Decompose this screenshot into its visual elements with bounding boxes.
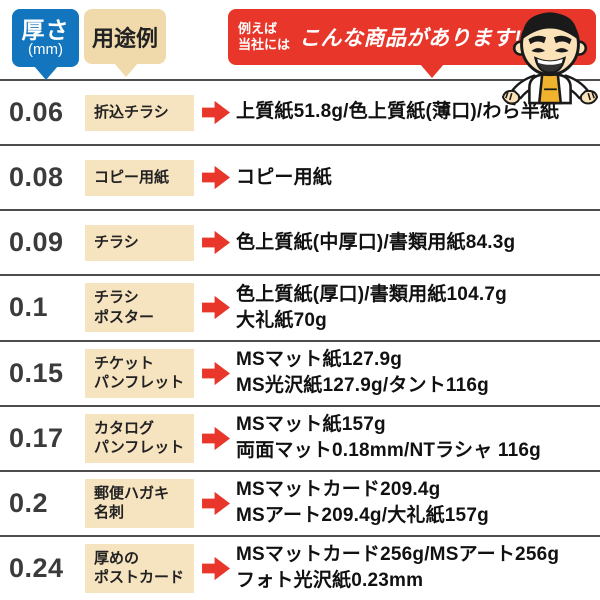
usage-label: チラシ ポスター	[85, 283, 194, 333]
right-arrow-icon	[202, 100, 230, 125]
product-list: コピー用紙	[236, 166, 333, 188]
thickness-value: 0.17	[9, 422, 64, 453]
thickness-value: 0.08	[9, 162, 64, 193]
product-list: 色上質紙(厚口)/書類用紙104.7g 大礼紙70g	[236, 283, 507, 331]
thickness-value: 0.15	[9, 357, 64, 388]
thickness-header-bubble: 厚さ (mm)	[12, 9, 79, 80]
right-arrow-icon	[202, 166, 230, 190]
product-list: MSマット紙157g 両面マット0.18mm/NTラシャ 116g	[236, 413, 541, 462]
shopkeeper-mascot-icon	[501, 12, 599, 105]
product-list: 色上質紙(中厚口)/書類用紙84.3g	[236, 231, 516, 253]
thickness-header-title: 厚さ	[21, 17, 70, 44]
usage-header-label: 用途例	[91, 25, 158, 51]
table-row: 0.24 厚めの ポストカード MSマットカード256g/MSアート256g フ…	[0, 534, 600, 600]
table-row: 0.06 折込チラシ 上質紙51.8g/色上質紙(薄口)/わら半紙	[0, 81, 600, 144]
thickness-value: 0.2	[9, 487, 49, 518]
right-arrow-icon	[202, 426, 230, 450]
product-list: MSマットカード256g/MSアート256g フォト光沢紙0.23mm	[236, 544, 560, 592]
thickness-table: 0.06 折込チラシ 上質紙51.8g/色上質紙(薄口)/わら半紙 0.08 コ…	[0, 81, 600, 600]
usage-label: 郵便ハガキ 名刺	[85, 478, 194, 528]
usage-label: 折込チラシ	[85, 94, 194, 131]
thickness-header-unit: (mm)	[28, 41, 63, 59]
usage-label: カタログ パンフレット	[85, 413, 194, 463]
thickness-value: 0.24	[9, 552, 64, 583]
product-list: 上質紙51.8g/色上質紙(薄口)/わら半紙	[236, 101, 560, 123]
table-row: 0.17 カタログ パンフレット MSマット紙157g 両面マット0.18mm/…	[0, 404, 600, 470]
usage-label: 厚めの ポストカード	[85, 543, 194, 593]
table-row: 0.08 コピー用紙 コピー用紙	[0, 144, 600, 209]
thickness-value: 0.09	[9, 227, 64, 258]
promo-prefix-text: 例えば 当社には	[238, 21, 291, 52]
thickness-value: 0.06	[9, 97, 64, 128]
table-row: 0.15 チケット パンフレット MSマット紙127.9g MS光沢紙127.9…	[0, 339, 600, 405]
right-arrow-icon	[202, 556, 230, 581]
right-arrow-icon	[202, 231, 230, 255]
usage-label: チケット パンフレット	[85, 348, 194, 398]
promo-main-text: こんな商品があります!	[299, 27, 522, 50]
usage-label: コピー用紙	[85, 159, 194, 196]
table-row: 0.1 チラシ ポスター 色上質紙(厚口)/書類用紙104.7g 大礼紙70g	[0, 274, 600, 339]
right-arrow-icon	[202, 361, 230, 385]
thickness-value: 0.1	[9, 292, 49, 323]
right-arrow-icon	[202, 296, 230, 320]
right-arrow-icon	[202, 491, 230, 515]
usage-header-bubble: 用途例	[84, 9, 166, 77]
product-list: MSマット紙127.9g MS光沢紙127.9g/タント116g	[236, 348, 489, 397]
usage-label: チラシ	[85, 224, 194, 261]
table-row: 0.09 チラシ 色上質紙(中厚口)/書類用紙84.3g	[0, 209, 600, 274]
product-list: MSマットカード209.4g MSアート209.4g/大礼紙157g	[236, 479, 489, 527]
table-row: 0.2 郵便ハガキ 名刺 MSマットカード209.4g MSアート209.4g/…	[0, 469, 600, 535]
table-header: 厚さ (mm) 用途例 例えば 当社には こんな商品があります!	[0, 0, 600, 105]
